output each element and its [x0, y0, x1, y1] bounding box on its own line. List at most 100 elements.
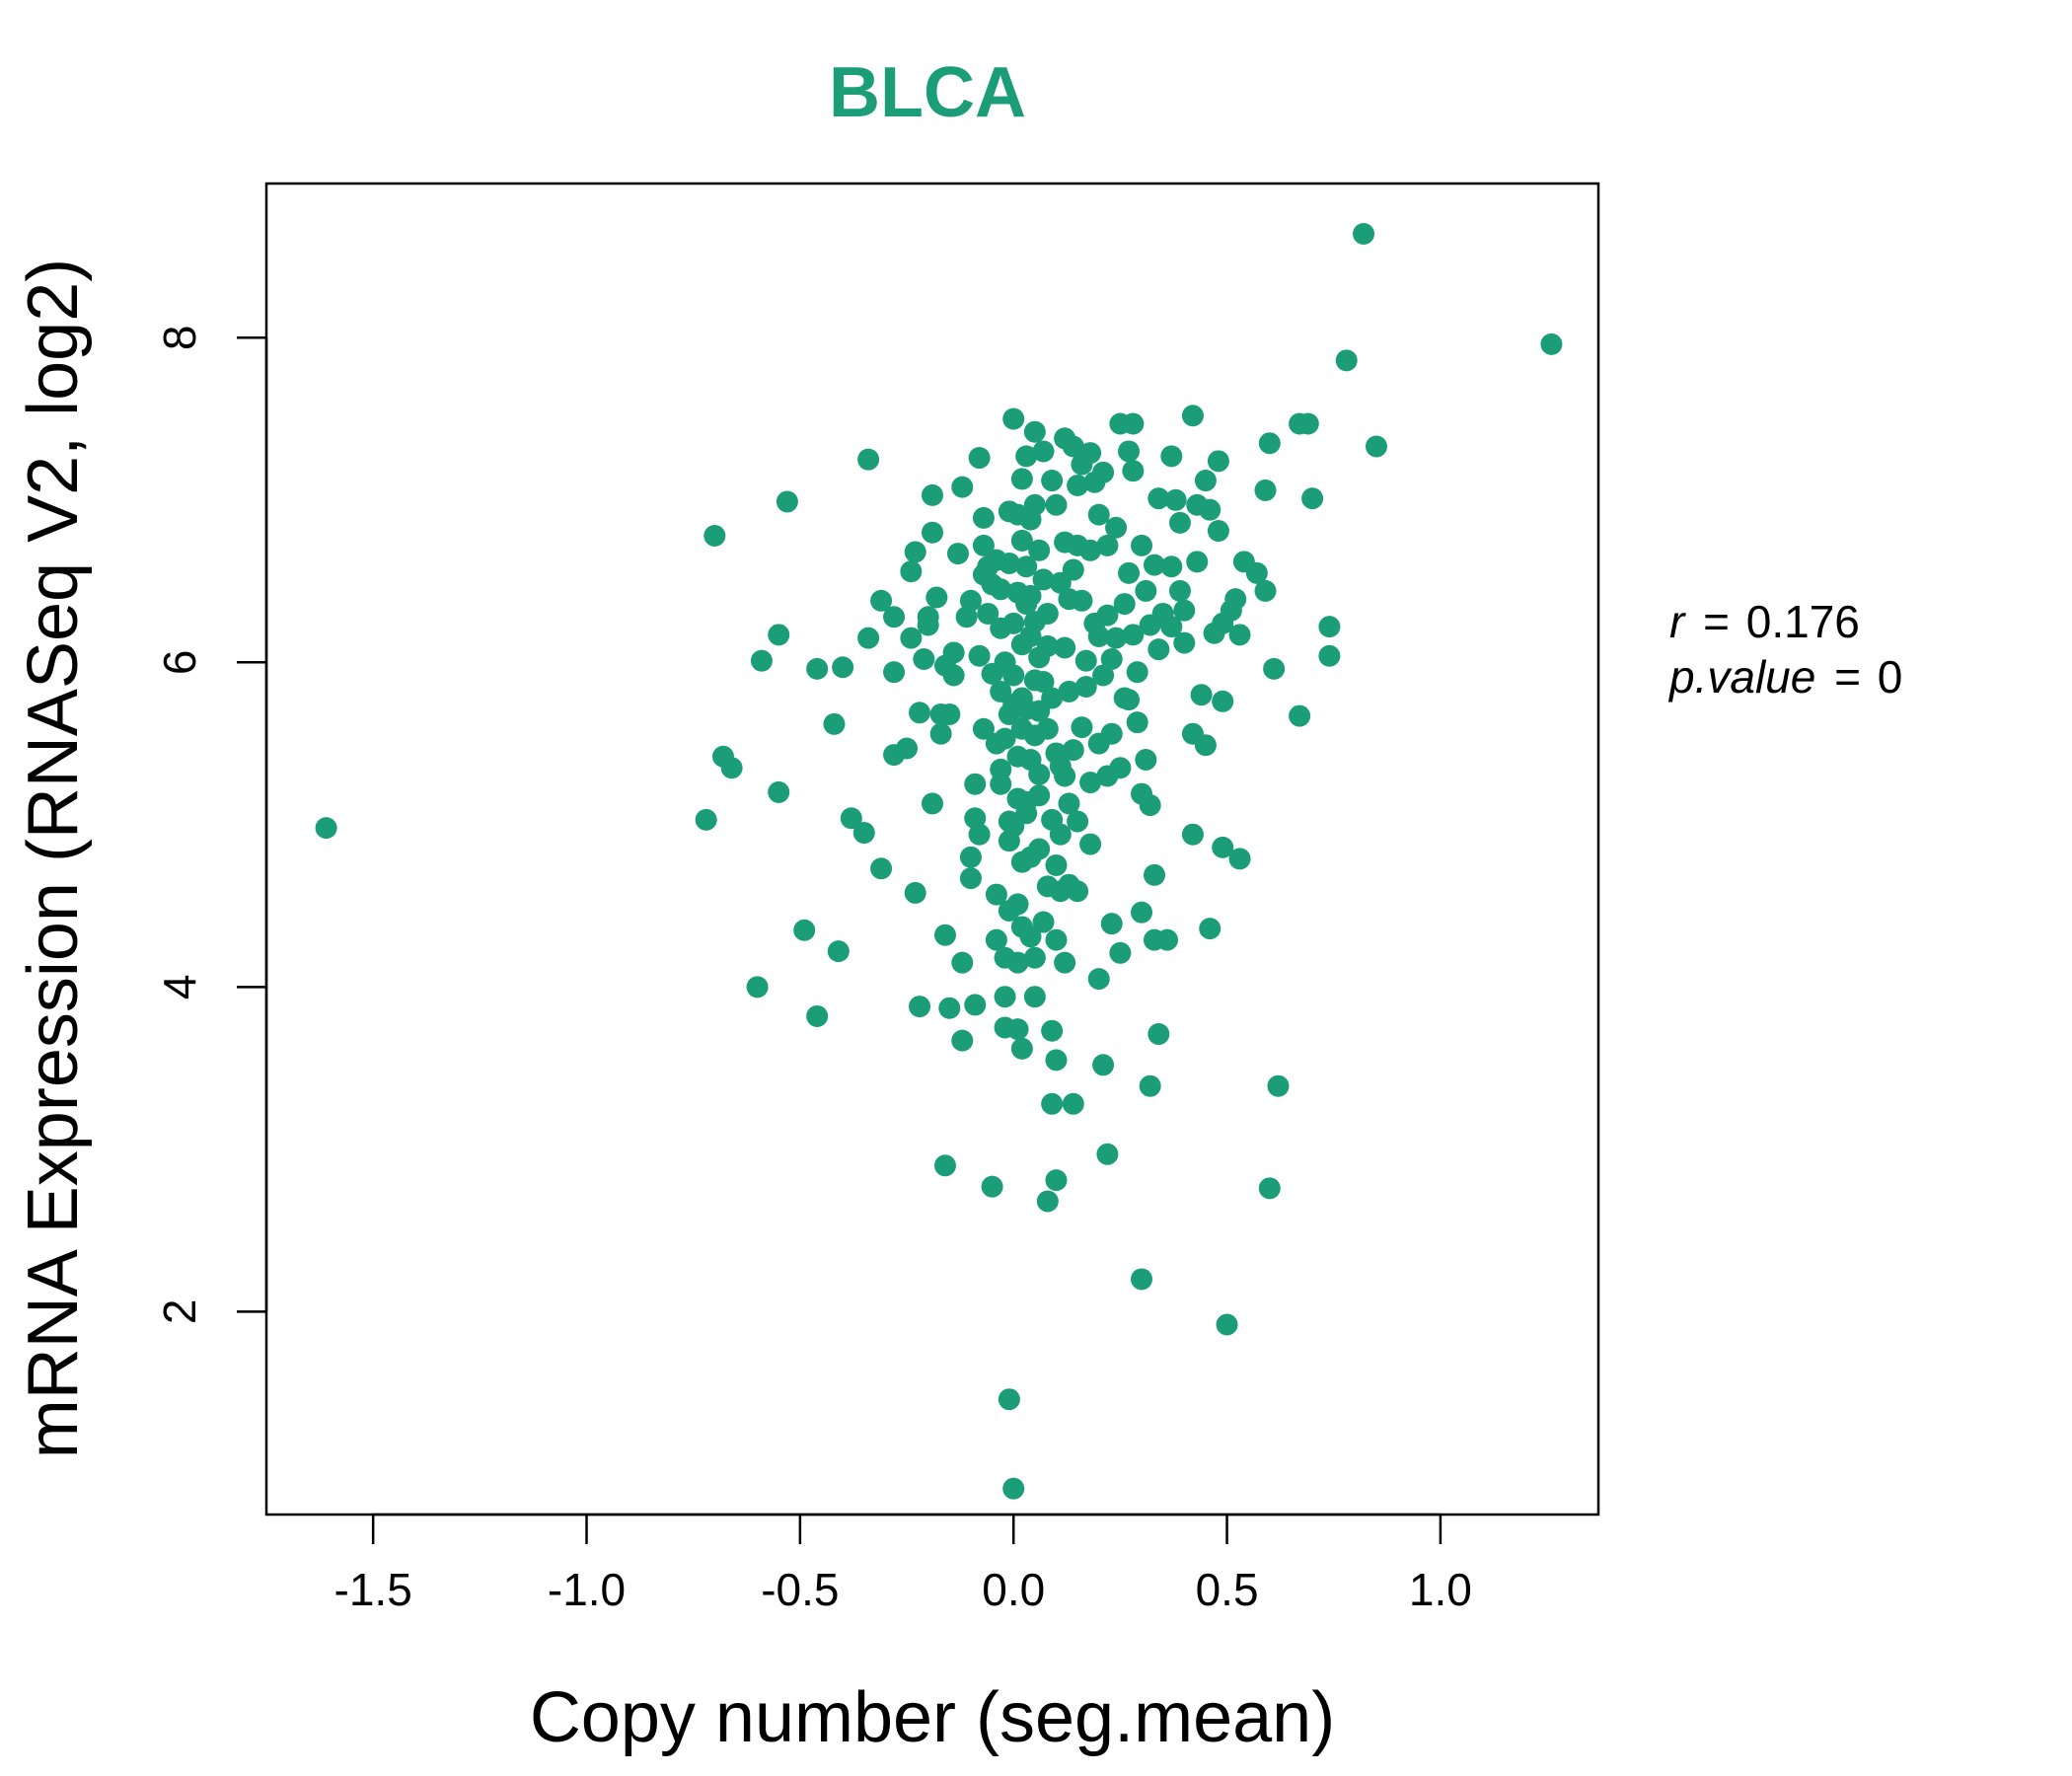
data-point: [1023, 946, 1046, 969]
p-equals: =: [1834, 651, 1861, 703]
data-point: [1032, 671, 1055, 694]
data-point: [896, 737, 919, 760]
data-point: [1032, 440, 1055, 463]
data-point: [959, 867, 982, 890]
data-point: [1100, 913, 1123, 935]
data-point: [1058, 680, 1080, 703]
r-annotation: r = 0.176: [1669, 596, 1860, 647]
y-tick-label: 6: [154, 650, 205, 676]
data-point: [1079, 772, 1102, 794]
y-axis: 2 4 6 8: [154, 325, 268, 1325]
data-point: [1105, 627, 1128, 649]
data-point: [806, 1004, 829, 1027]
data-point: [1036, 717, 1059, 740]
data-point: [933, 924, 956, 946]
data-point: [1118, 440, 1141, 463]
data-point: [1118, 689, 1141, 711]
data-point: [1062, 435, 1084, 458]
data-point: [1045, 853, 1068, 876]
data-point: [1041, 1019, 1064, 1042]
data-point: [1335, 349, 1358, 372]
data-point: [981, 1175, 1003, 1198]
data-point: [1139, 1074, 1161, 1097]
data-point: [922, 483, 943, 506]
data-point: [1036, 634, 1059, 657]
data-point: [1032, 568, 1055, 591]
data-point: [1079, 833, 1102, 855]
data-point: [1160, 616, 1183, 638]
data-point: [1062, 1092, 1084, 1115]
data-point: [1092, 461, 1115, 483]
data-point: [938, 703, 961, 725]
data-point: [968, 823, 991, 846]
data-point: [1113, 593, 1136, 616]
data-point: [1245, 561, 1268, 584]
data-point: [1028, 838, 1051, 860]
data-point: [1054, 636, 1076, 659]
data-point: [1540, 333, 1563, 355]
data-point: [909, 702, 931, 724]
data-point: [1071, 589, 1093, 612]
y-tick-label: 2: [154, 1299, 205, 1325]
data-point: [1353, 222, 1375, 245]
data-point: [1100, 722, 1123, 745]
r-label: r: [1669, 596, 1686, 647]
data-point: [1109, 757, 1132, 779]
data-point: [1002, 664, 1025, 687]
data-point: [959, 846, 982, 868]
data-point: [1045, 1169, 1068, 1192]
data-point: [990, 758, 1012, 780]
p-value: 0: [1878, 651, 1903, 703]
data-point: [695, 808, 717, 831]
data-point: [1194, 470, 1217, 492]
r-value: 0.176: [1746, 596, 1860, 647]
data-point: [1015, 802, 1038, 825]
x-tick-label: -1.5: [334, 1564, 412, 1615]
x-axis: -1.5 -1.0 -0.5 0.0 0.5 1.0: [334, 1513, 1472, 1615]
data-point: [1092, 664, 1115, 687]
data-point: [964, 994, 987, 1016]
data-point: [1105, 516, 1128, 539]
data-point: [900, 627, 923, 649]
data-point: [964, 807, 987, 830]
data-point: [985, 928, 1007, 951]
data-point: [1100, 648, 1123, 671]
data-point: [909, 996, 931, 1018]
data-point: [793, 919, 816, 941]
data-point: [1067, 810, 1089, 833]
data-point: [1028, 763, 1051, 785]
data-point: [1054, 765, 1076, 787]
data-point: [1019, 925, 1042, 948]
data-point: [1023, 420, 1046, 443]
data-point: [1254, 479, 1277, 501]
data-point: [1006, 951, 1029, 974]
data-point: [1135, 749, 1157, 772]
data-point: [959, 589, 982, 612]
data-point: [1126, 661, 1148, 684]
data-point: [1155, 928, 1178, 951]
data-point: [968, 447, 991, 470]
data-point: [1144, 863, 1165, 886]
data-point: [315, 817, 337, 840]
data-point: [917, 606, 939, 629]
data-point: [922, 521, 943, 544]
data-point: [1041, 687, 1064, 709]
data-point: [1190, 684, 1213, 706]
data-point: [1122, 412, 1145, 435]
data-point: [1074, 649, 1097, 672]
data-point: [955, 606, 978, 629]
data-point: [1096, 534, 1119, 556]
data-point: [1118, 561, 1141, 584]
data-point: [883, 661, 906, 684]
data-point: [1139, 794, 1161, 817]
data-point: [1194, 734, 1217, 757]
data-point: [929, 722, 952, 745]
data-point: [1258, 432, 1281, 455]
data-point: [1045, 1049, 1068, 1072]
data-point: [1109, 941, 1132, 964]
data-point: [857, 448, 880, 471]
data-point: [1002, 407, 1025, 430]
data-point: [1181, 823, 1204, 846]
x-tick-label: -1.0: [548, 1564, 626, 1615]
x-axis-label: Copy number (seg.mean): [530, 1678, 1335, 1757]
